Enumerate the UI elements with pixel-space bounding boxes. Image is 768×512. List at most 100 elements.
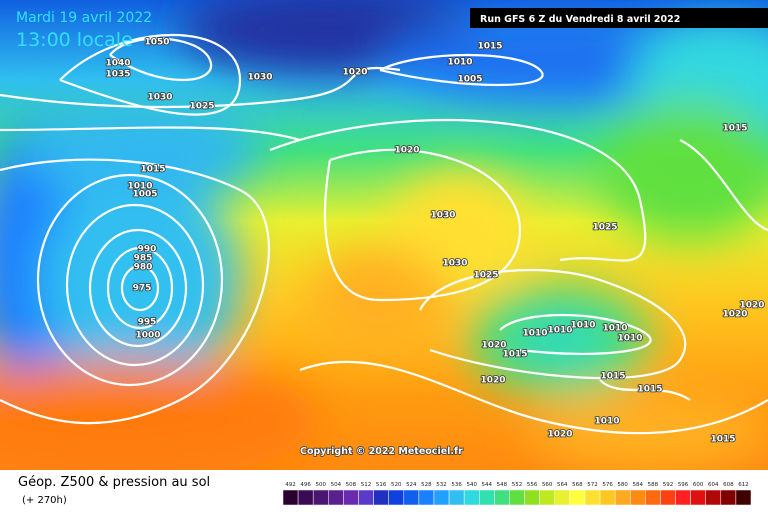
color-swatch <box>660 489 676 506</box>
color-swatch <box>433 489 450 506</box>
level-label: 560 <box>542 482 553 488</box>
level-label: 524 <box>406 482 417 488</box>
isobar-label: 990 <box>138 245 157 255</box>
isobar-label: 1010 <box>522 329 547 339</box>
isobar-label: 995 <box>138 318 157 328</box>
color-swatch <box>373 489 389 506</box>
level-label: 544 <box>482 482 493 488</box>
isobar-label: 1030 <box>247 73 272 83</box>
level-label: 516 <box>376 482 387 488</box>
level-label: 584 <box>633 482 644 488</box>
legend-lead: (+ 270h) <box>22 495 67 506</box>
color-swatch <box>629 489 646 506</box>
isobar-label: 1015 <box>722 124 747 134</box>
level-label: 576 <box>602 482 613 488</box>
color-swatch <box>343 489 359 506</box>
colorbar: 492 496 500 504 508 512 516 520 524 528 532 536 540 5… <box>282 482 752 506</box>
level-label: 540 <box>466 482 477 488</box>
copyright: Copyright © 2022 Meteociel.fr <box>300 446 463 457</box>
level-label: 588 <box>648 482 659 488</box>
isobar-label: 1020 <box>481 341 506 351</box>
isobar-label: 1010 <box>617 334 642 344</box>
color-swatch <box>297 489 314 506</box>
level-label: 548 <box>497 482 508 488</box>
isobar-label: 1015 <box>600 372 625 382</box>
level-label: 572 <box>587 482 598 488</box>
color-swatch <box>312 489 329 506</box>
color-swatch <box>448 489 465 506</box>
color-swatch <box>494 489 510 506</box>
level-label: 552 <box>512 482 523 488</box>
isobar-label: 1005 <box>132 190 157 200</box>
level-label: 604 <box>708 482 719 488</box>
isobar-label: 1010 <box>447 58 472 68</box>
isobar-label: 1015 <box>140 165 165 175</box>
level-label: 504 <box>331 482 342 488</box>
isobar-label: 1025 <box>473 271 498 281</box>
isobar-label: 1015 <box>710 435 735 445</box>
color-swatch <box>735 489 752 506</box>
legend-title: Géop. Z500 & pression au sol <box>18 475 210 490</box>
level-label: 600 <box>693 482 704 488</box>
color-swatch <box>554 489 571 506</box>
color-swatch <box>584 489 601 506</box>
color-swatch <box>328 489 344 506</box>
isobar-label: 1030 <box>147 93 172 103</box>
isobar-label: 1025 <box>189 102 214 112</box>
color-swatch <box>463 489 480 506</box>
color-swatch <box>539 489 555 506</box>
isobar-label: 1025 <box>592 223 617 233</box>
isobar-label: 1000 <box>135 331 160 341</box>
color-swatch <box>705 489 722 506</box>
isobar-label: 1050 <box>144 38 169 48</box>
isobar-label: 980 <box>134 263 153 273</box>
isobar-label: 975 <box>133 284 152 294</box>
isobar-label: 1015 <box>477 42 502 52</box>
color-swatch <box>388 489 405 506</box>
level-label: 496 <box>300 482 311 488</box>
isobar-label: 1040 <box>105 59 130 69</box>
color-swatch <box>599 489 616 506</box>
isobar-label: 1020 <box>547 430 572 440</box>
color-swatch <box>358 489 374 506</box>
level-label: 612 <box>738 482 749 488</box>
level-label: 596 <box>678 482 689 488</box>
isobar-label: 1010 <box>594 417 619 427</box>
run-info: Run GFS 6 Z du Vendredi 8 avril 2022 <box>480 14 680 25</box>
isobar-label: 1020 <box>480 376 505 386</box>
isobar-label: 1010 <box>602 324 627 334</box>
isobar-label: 1015 <box>637 385 662 395</box>
level-label: 564 <box>557 482 568 488</box>
color-swatch <box>524 489 540 506</box>
isobar-label: 1010 <box>547 326 572 336</box>
level-label: 536 <box>451 482 462 488</box>
isobar-label: 1015 <box>502 350 527 360</box>
color-swatch <box>479 489 495 506</box>
isobars <box>0 34 768 435</box>
isobar-label: 1020 <box>342 68 367 78</box>
color-swatch <box>720 489 737 506</box>
isobar-label: 1020 <box>394 146 419 156</box>
isobar-label: 1030 <box>430 211 455 221</box>
level-label: 512 <box>361 482 372 488</box>
color-swatch <box>614 489 631 506</box>
color-swatch <box>403 489 420 506</box>
color-swatch <box>509 489 525 506</box>
level-label: 608 <box>723 482 734 488</box>
isobar-label: 1005 <box>457 75 482 85</box>
color-swatch <box>418 489 435 506</box>
color-swatch <box>282 489 299 506</box>
level-label: 528 <box>421 482 432 488</box>
map-time: 13:00 locale <box>16 29 133 51</box>
isobar-label: 1030 <box>442 259 467 269</box>
color-swatch <box>675 489 691 506</box>
isobar-label: 1035 <box>105 70 130 80</box>
isobar-label: 1010 <box>127 182 152 192</box>
level-label: 500 <box>315 482 326 488</box>
level-label: 520 <box>391 482 402 488</box>
run-box <box>470 8 768 28</box>
level-label: 532 <box>436 482 447 488</box>
isobar-label: 1020 <box>722 310 747 320</box>
